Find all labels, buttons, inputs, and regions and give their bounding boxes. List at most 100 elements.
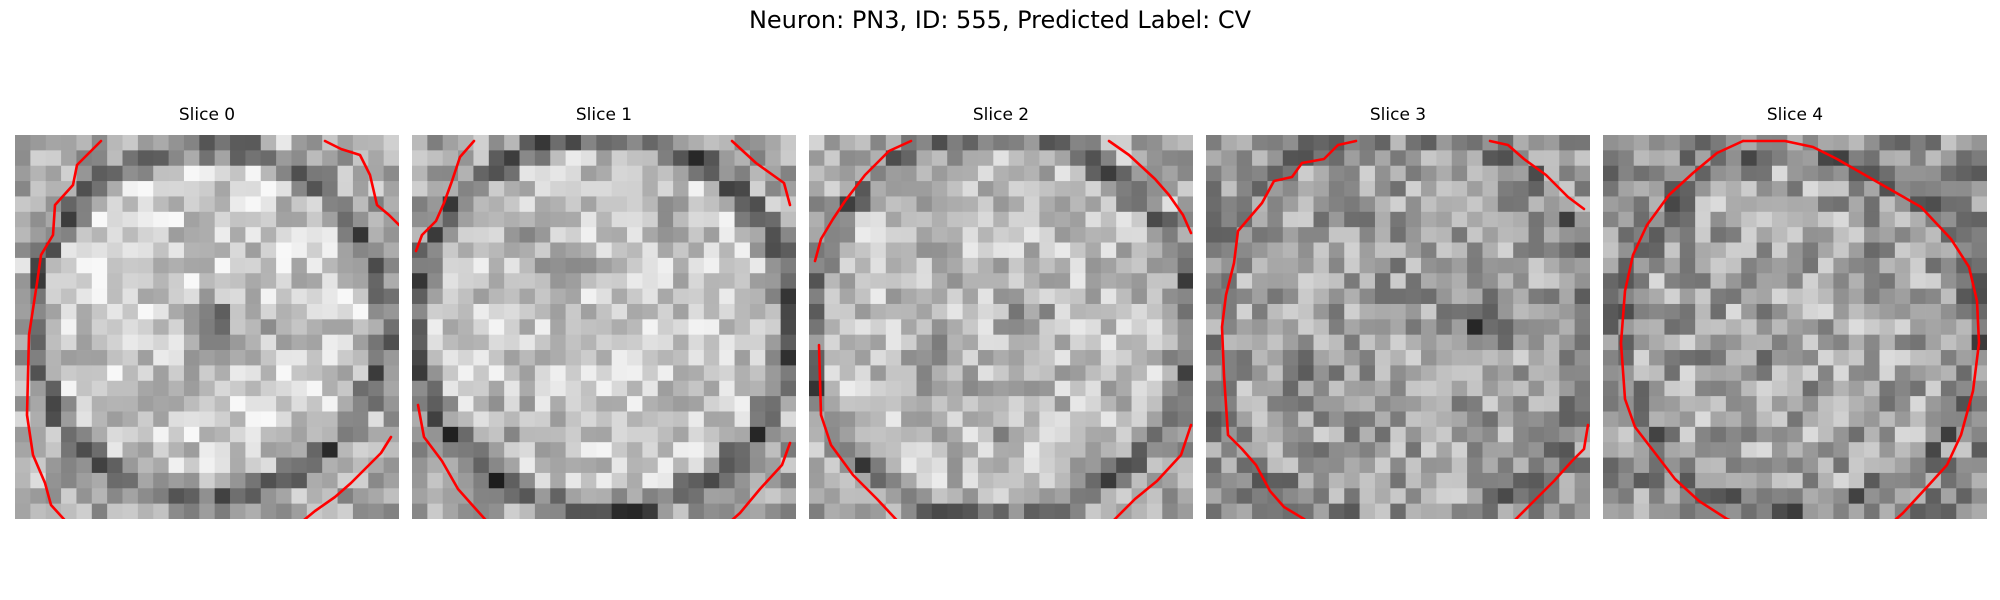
image-pixel <box>1833 181 1850 197</box>
image-pixel <box>977 135 994 151</box>
image-pixel <box>488 334 505 351</box>
image-pixel <box>15 150 31 167</box>
image-pixel <box>91 257 108 274</box>
image-pixel <box>1359 350 1376 366</box>
image-pixel <box>703 442 720 458</box>
image-pixel <box>199 503 216 519</box>
image-pixel <box>1405 380 1422 397</box>
image-pixel <box>1664 273 1681 289</box>
image-pixel <box>306 273 323 289</box>
image-pixel <box>91 165 108 182</box>
image-pixel <box>1206 442 1222 458</box>
image-pixel <box>977 257 994 274</box>
image-pixel <box>1039 396 1056 412</box>
image-pixel <box>901 396 917 412</box>
image-pixel <box>1894 396 1911 412</box>
image-pixel <box>1864 135 1880 151</box>
image-pixel <box>1131 196 1148 213</box>
image-pixel <box>1940 472 1957 489</box>
image-pixel <box>1436 257 1453 274</box>
image-pixel <box>1725 457 1742 474</box>
image-pixel <box>1252 257 1268 274</box>
image-pixel <box>1741 319 1757 336</box>
image-pixel <box>122 472 139 489</box>
image-pixel <box>1741 135 1757 151</box>
image-pixel <box>962 196 979 213</box>
image-pixel <box>122 135 139 151</box>
image-pixel <box>550 380 566 397</box>
image-pixel <box>306 288 323 305</box>
image-pixel <box>1925 257 1942 274</box>
image-pixel <box>1313 380 1330 397</box>
image-pixel <box>1956 380 1973 397</box>
image-pixel <box>1710 442 1727 458</box>
image-pixel <box>855 227 871 243</box>
image-pixel <box>1879 257 1896 274</box>
image-pixel <box>291 472 308 489</box>
image-pixel <box>855 488 871 505</box>
image-pixel <box>839 426 856 443</box>
image-pixel <box>1559 488 1576 505</box>
image-pixel <box>383 396 399 412</box>
image-pixel <box>412 257 428 274</box>
image-pixel <box>1236 457 1253 474</box>
image-pixel <box>1756 503 1773 519</box>
image-pixel <box>780 135 796 151</box>
image-pixel <box>1008 350 1025 366</box>
image-pixel <box>504 211 520 228</box>
image-pixel <box>1559 503 1576 519</box>
image-pixel <box>627 488 643 505</box>
image-pixel <box>1236 196 1253 213</box>
image-pixel <box>1664 288 1681 305</box>
image-pixel <box>368 365 385 382</box>
image-pixel <box>1131 380 1148 397</box>
image-pixel <box>1482 211 1499 228</box>
image-pixel <box>260 396 277 412</box>
image-pixel <box>1482 457 1499 474</box>
image-pixel <box>230 396 246 412</box>
image-pixel <box>1374 396 1391 412</box>
image-pixel <box>993 288 1010 305</box>
image-pixel <box>901 257 917 274</box>
image-pixel <box>947 411 963 428</box>
image-pixel <box>1649 242 1665 259</box>
image-pixel <box>947 273 963 289</box>
image-pixel <box>1787 273 1804 289</box>
image-pixel <box>1008 227 1025 243</box>
image-pixel <box>1236 273 1253 289</box>
image-pixel <box>368 472 385 489</box>
image-pixel <box>1771 503 1788 519</box>
image-pixel <box>107 488 123 505</box>
image-pixel <box>977 488 994 505</box>
image-pixel <box>1618 442 1635 458</box>
image-pixel <box>1910 350 1926 366</box>
image-pixel <box>412 472 428 489</box>
image-pixel <box>1390 211 1407 228</box>
image-pixel <box>1513 457 1529 474</box>
image-pixel <box>1818 365 1834 382</box>
image-pixel <box>1221 288 1238 305</box>
image-pixel <box>673 303 689 320</box>
image-pixel <box>1879 273 1896 289</box>
image-pixel <box>1910 288 1926 305</box>
image-pixel <box>1008 442 1025 458</box>
image-pixel <box>1756 196 1773 213</box>
image-pixel <box>534 227 551 243</box>
image-pixel <box>1039 319 1056 336</box>
image-pixel <box>291 273 308 289</box>
image-pixel <box>1206 211 1222 228</box>
image-pixel <box>137 380 154 397</box>
image-pixel <box>383 380 399 397</box>
image-pixel <box>580 303 597 320</box>
image-pixel <box>1116 426 1132 443</box>
image-pixel <box>368 273 385 289</box>
image-pixel <box>1298 288 1314 305</box>
image-pixel <box>627 227 643 243</box>
image-pixel <box>1024 273 1040 289</box>
image-pixel <box>1162 319 1179 336</box>
image-pixel <box>855 288 871 305</box>
image-pixel <box>565 334 582 351</box>
image-pixel <box>550 488 566 505</box>
image-pixel <box>1497 303 1514 320</box>
image-pixel <box>1467 350 1483 366</box>
